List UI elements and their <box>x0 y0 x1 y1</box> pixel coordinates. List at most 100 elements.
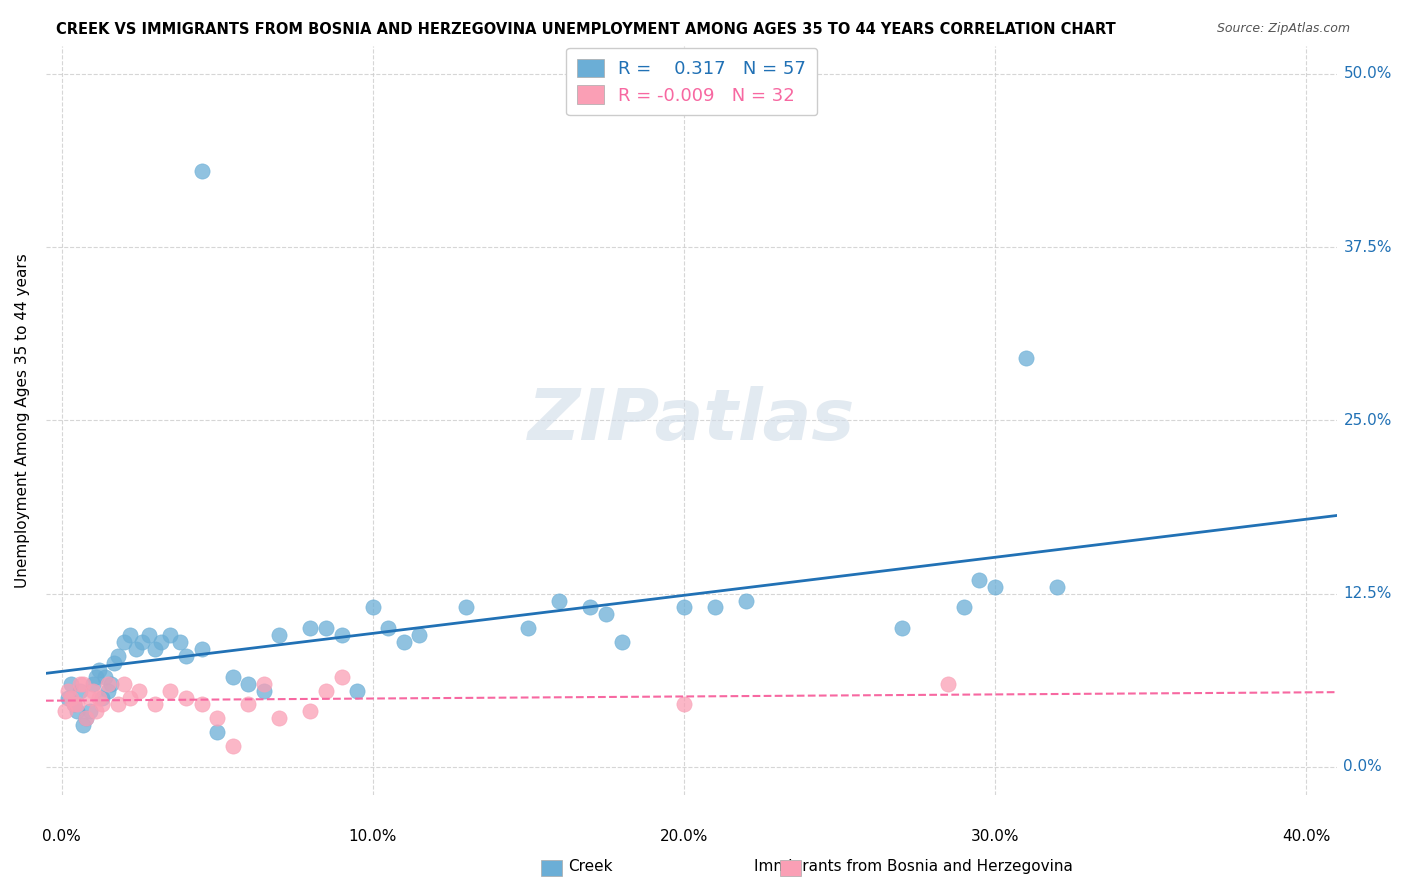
Point <box>82 683 104 698</box>
Point <box>56 690 79 705</box>
Point <box>454 600 477 615</box>
Text: ZIPatlas: ZIPatlas <box>527 386 855 455</box>
Point <box>53 705 76 719</box>
Point <box>190 164 212 178</box>
Point <box>79 705 101 719</box>
Point <box>346 683 368 698</box>
Point <box>112 676 135 690</box>
Point <box>84 670 107 684</box>
Point <box>159 683 181 698</box>
Point <box>315 621 337 635</box>
Text: 0.0%: 0.0% <box>1344 759 1382 774</box>
Point <box>159 628 181 642</box>
Point <box>221 739 243 753</box>
Point <box>107 648 129 663</box>
Text: 10.0%: 10.0% <box>349 830 396 844</box>
Point <box>299 705 322 719</box>
Text: 20.0%: 20.0% <box>659 830 709 844</box>
Point <box>118 690 141 705</box>
Point <box>205 711 228 725</box>
Point <box>238 676 260 690</box>
Point <box>66 705 89 719</box>
Point <box>103 656 125 670</box>
Text: 40.0%: 40.0% <box>1282 830 1330 844</box>
Point <box>69 683 91 698</box>
Point <box>75 711 97 725</box>
Point <box>100 676 122 690</box>
Point <box>984 580 1007 594</box>
Point <box>87 690 110 705</box>
Point <box>703 600 725 615</box>
Point <box>87 663 110 677</box>
Point <box>377 621 399 635</box>
Point <box>330 628 353 642</box>
Y-axis label: Unemployment Among Ages 35 to 44 years: Unemployment Among Ages 35 to 44 years <box>15 253 30 588</box>
Point <box>97 683 120 698</box>
Point <box>361 600 384 615</box>
Point <box>253 683 276 698</box>
Point <box>953 600 976 615</box>
Point <box>221 670 243 684</box>
Point <box>66 698 89 712</box>
Text: Immigrants from Bosnia and Herzegovina: Immigrants from Bosnia and Herzegovina <box>755 859 1073 874</box>
Point <box>112 635 135 649</box>
Point <box>143 642 166 657</box>
Text: Source: ZipAtlas.com: Source: ZipAtlas.com <box>1216 22 1350 36</box>
Point <box>315 683 337 698</box>
Point <box>190 642 212 657</box>
Text: 37.5%: 37.5% <box>1344 240 1392 254</box>
Text: 25.0%: 25.0% <box>1344 413 1392 428</box>
Text: Creek: Creek <box>568 859 613 874</box>
Point <box>91 698 114 712</box>
Point <box>610 635 633 649</box>
Point <box>56 683 79 698</box>
Point <box>735 593 758 607</box>
Point <box>408 628 430 642</box>
Point <box>69 676 91 690</box>
Point <box>1015 351 1038 365</box>
Point <box>143 698 166 712</box>
Point <box>205 725 228 739</box>
Text: 30.0%: 30.0% <box>970 830 1019 844</box>
Point <box>63 698 86 712</box>
Point <box>936 676 959 690</box>
Point <box>174 648 197 663</box>
Point <box>269 628 291 642</box>
Point <box>238 698 260 712</box>
Point <box>330 670 353 684</box>
Point <box>79 690 101 705</box>
Point <box>190 698 212 712</box>
Point <box>72 718 94 732</box>
Text: 0.0%: 0.0% <box>42 830 82 844</box>
Point <box>84 705 107 719</box>
Point <box>59 690 82 705</box>
Point <box>1046 580 1069 594</box>
Point <box>299 621 322 635</box>
Point <box>150 635 173 649</box>
Point <box>517 621 540 635</box>
Point <box>969 573 991 587</box>
Point <box>131 635 153 649</box>
Point <box>82 676 104 690</box>
Point <box>174 690 197 705</box>
Point <box>59 676 82 690</box>
Point <box>269 711 291 725</box>
Text: 50.0%: 50.0% <box>1344 66 1392 81</box>
Point <box>63 698 86 712</box>
Text: CREEK VS IMMIGRANTS FROM BOSNIA AND HERZEGOVINA UNEMPLOYMENT AMONG AGES 35 TO 44: CREEK VS IMMIGRANTS FROM BOSNIA AND HERZ… <box>56 22 1116 37</box>
Point <box>125 642 148 657</box>
Point <box>72 676 94 690</box>
Point <box>672 698 695 712</box>
Point <box>672 600 695 615</box>
Point <box>392 635 415 649</box>
Text: 12.5%: 12.5% <box>1344 586 1392 601</box>
Point <box>548 593 571 607</box>
Point <box>128 683 150 698</box>
Point <box>890 621 912 635</box>
Point <box>579 600 602 615</box>
Point <box>91 690 114 705</box>
Point <box>107 698 129 712</box>
Point <box>253 676 276 690</box>
Point <box>97 676 120 690</box>
Legend: R =    0.317   N = 57, R = -0.009   N = 32: R = 0.317 N = 57, R = -0.009 N = 32 <box>567 48 817 115</box>
